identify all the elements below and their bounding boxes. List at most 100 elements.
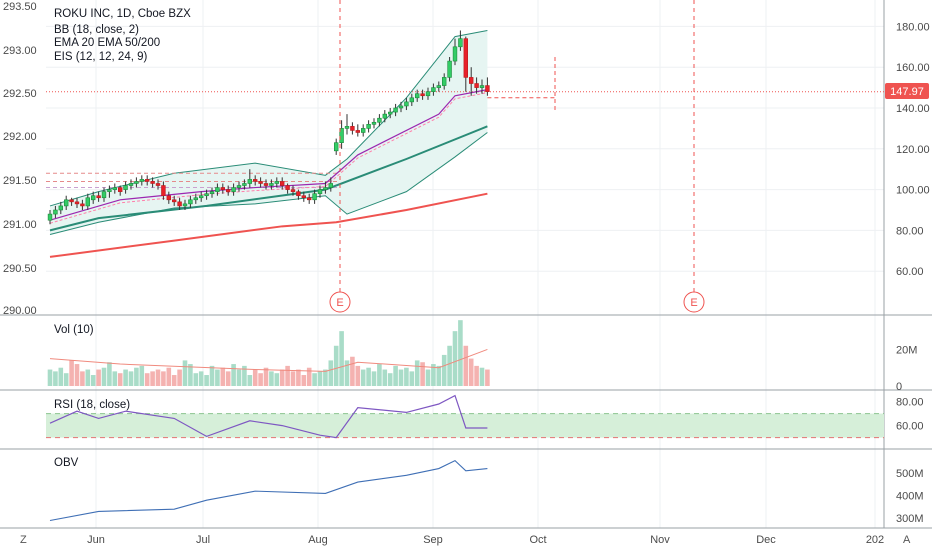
price-tick-label: 60.00 bbox=[896, 266, 924, 278]
volume-tick-label: 0 bbox=[896, 381, 902, 393]
chart-legend[interactable]: ROKU INC, 1D, Cboe BZX BB (18, close, 2)… bbox=[54, 8, 191, 63]
rsi-line bbox=[46, 394, 884, 439]
rsi-pane-title[interactable]: RSI (18, close) bbox=[54, 399, 130, 411]
candle-body bbox=[441, 77, 447, 86]
candle bbox=[474, 77, 479, 94]
candle-body bbox=[215, 187, 220, 192]
candle-body bbox=[366, 124, 371, 129]
candle bbox=[209, 187, 215, 198]
candle-body bbox=[155, 183, 161, 186]
legend-ema[interactable]: EMA 20 EMA 50/200 bbox=[54, 37, 160, 49]
candle-body bbox=[317, 189, 323, 194]
legend-eis[interactable]: EIS (12, 12, 24, 9) bbox=[54, 51, 148, 63]
candle bbox=[431, 83, 436, 96]
volume-bar bbox=[225, 371, 231, 386]
candle-body bbox=[344, 126, 350, 129]
ema20-shadow-line bbox=[49, 92, 488, 224]
candle-body bbox=[204, 193, 209, 197]
candle bbox=[193, 193, 198, 204]
volume-bar bbox=[479, 367, 485, 386]
candle bbox=[74, 197, 80, 208]
candle-body bbox=[350, 126, 355, 131]
volume-bar bbox=[258, 373, 263, 386]
candle-body bbox=[452, 46, 458, 62]
left-tick-label: 290.00 bbox=[3, 305, 37, 317]
volume-bar bbox=[431, 364, 436, 386]
candle bbox=[409, 93, 414, 106]
candle-body bbox=[474, 83, 479, 88]
candle bbox=[306, 193, 312, 204]
candle-body bbox=[279, 181, 285, 186]
candle-body bbox=[355, 130, 360, 133]
obv-tick-label: 400M bbox=[896, 491, 924, 503]
candle bbox=[258, 177, 263, 188]
legend-bb[interactable]: BB (18, close, 2) bbox=[54, 24, 139, 36]
volume-bar bbox=[468, 358, 474, 386]
candle bbox=[145, 175, 150, 186]
volume-bar bbox=[193, 373, 199, 386]
candle bbox=[463, 36, 468, 92]
volume-bar bbox=[161, 371, 166, 386]
candle-body bbox=[328, 183, 333, 188]
candle-body bbox=[425, 91, 431, 97]
candle bbox=[479, 79, 485, 94]
time-axis[interactable]: Jun Jul Aug Sep Oct Nov Dec 202 bbox=[87, 534, 884, 546]
candle bbox=[139, 175, 144, 186]
candle-body bbox=[236, 185, 242, 188]
candle-body bbox=[377, 117, 382, 123]
left-price-axis[interactable]: 293.50 293.00 292.50 292.00 291.50 291.00 290.… bbox=[3, 1, 37, 317]
candle-body bbox=[312, 193, 317, 201]
candle-body bbox=[128, 183, 134, 186]
volume-bar bbox=[220, 367, 226, 386]
time-tick-label: 202 bbox=[866, 534, 884, 546]
candle-body bbox=[301, 195, 306, 199]
candle bbox=[91, 191, 96, 204]
candle-body bbox=[177, 201, 182, 207]
candle bbox=[468, 67, 474, 96]
earnings-marker-nov[interactable]: E bbox=[683, 291, 705, 313]
price-tick-label: 100.00 bbox=[896, 185, 930, 197]
volume-bar bbox=[155, 369, 161, 386]
candle-body bbox=[209, 191, 215, 194]
volume-bar bbox=[90, 375, 96, 386]
volume-bar bbox=[69, 360, 74, 386]
candle-body bbox=[53, 209, 58, 215]
symbol-title[interactable]: ROKU INC, 1D, Cboe BZX bbox=[54, 8, 191, 20]
candle bbox=[328, 177, 333, 192]
candle-body bbox=[393, 107, 398, 113]
candle bbox=[64, 195, 69, 210]
volume-bar bbox=[398, 369, 404, 386]
auto-scale-button[interactable]: A bbox=[903, 534, 911, 546]
volume-bar bbox=[485, 369, 490, 386]
candle bbox=[182, 199, 188, 210]
volume-bar bbox=[182, 360, 188, 386]
candle bbox=[452, 38, 458, 66]
candle-body bbox=[285, 185, 290, 190]
candle-body bbox=[382, 113, 387, 119]
candle-body bbox=[485, 85, 490, 92]
time-tick-label: Sep bbox=[423, 534, 443, 546]
candle-body bbox=[193, 197, 198, 201]
zoom-button[interactable]: Z bbox=[20, 534, 27, 546]
candle bbox=[436, 81, 441, 92]
volume-bar bbox=[355, 365, 361, 386]
right-price-axis[interactable]: 180.00 160.00 140.00 120.00 100.00 80.00 60.00… bbox=[896, 21, 930, 525]
vol-pane-title[interactable]: Vol (10) bbox=[54, 324, 94, 336]
volume-bar bbox=[333, 345, 339, 386]
candle bbox=[279, 177, 285, 190]
obv-tick-label: 500M bbox=[896, 468, 924, 480]
candle-body bbox=[333, 142, 339, 152]
candle-body bbox=[226, 189, 231, 192]
earnings-marker-aug[interactable]: E bbox=[329, 291, 351, 313]
volume-bar bbox=[177, 369, 182, 386]
candle bbox=[247, 169, 252, 188]
candle bbox=[366, 120, 371, 133]
candle bbox=[350, 122, 355, 135]
obv-pane-title[interactable]: OBV bbox=[54, 457, 79, 469]
volume-bar bbox=[47, 369, 53, 386]
volume-bar bbox=[458, 320, 463, 386]
candle bbox=[317, 185, 323, 198]
candle bbox=[274, 177, 279, 188]
candle-body bbox=[360, 128, 366, 133]
